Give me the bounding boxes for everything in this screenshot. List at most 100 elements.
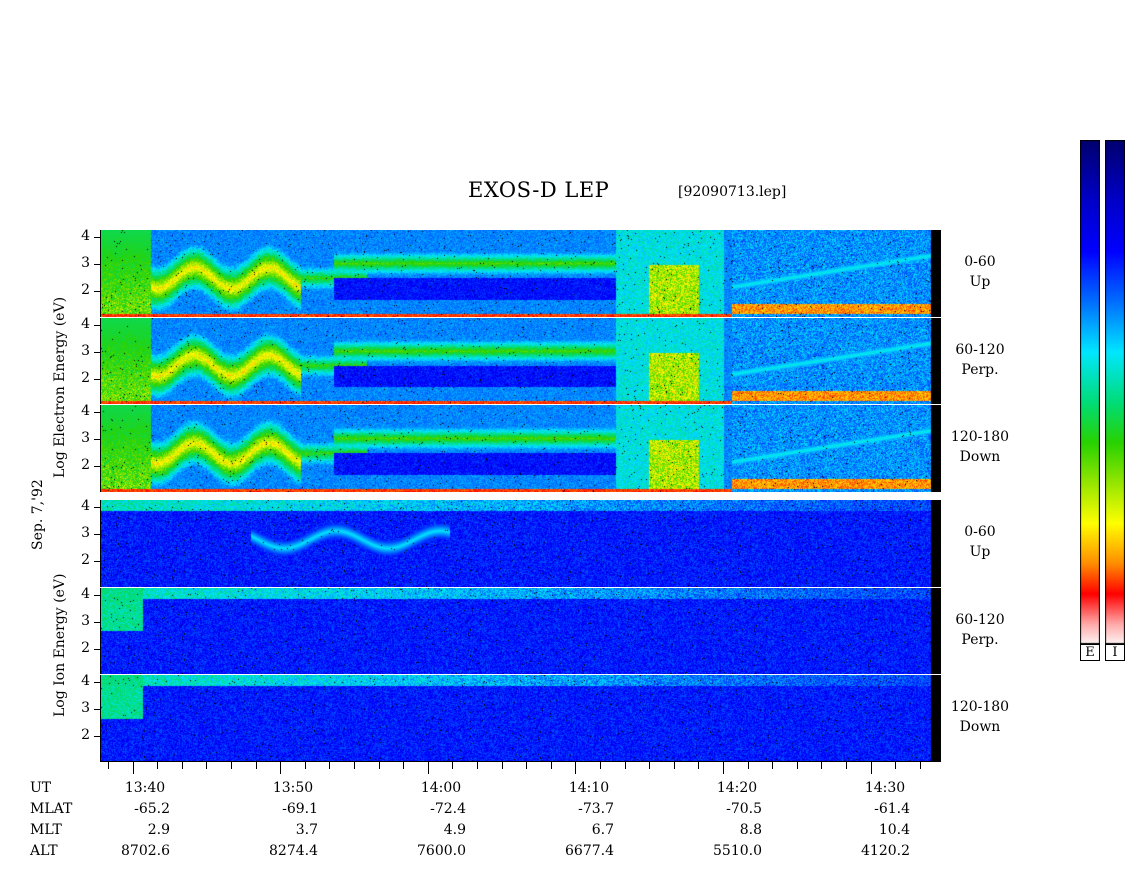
y-tick (94, 561, 100, 562)
y-tick-label: 3 (81, 343, 90, 359)
table-cell-mlat: -65.2 (134, 801, 170, 817)
y-tick-label: 4 (81, 498, 90, 514)
x-tick (600, 762, 601, 769)
panel-pitch-label: 0-60 Up (940, 252, 1020, 292)
table-cell-ut: 13:50 (272, 780, 314, 796)
x-tick (132, 762, 134, 774)
x-tick (575, 762, 577, 774)
y-tick (94, 264, 100, 265)
x-tick (280, 762, 282, 774)
y-tick-label: 4 (81, 316, 90, 332)
y-tick-label: 2 (81, 370, 90, 386)
chart-title: EXOS-D LEP (468, 178, 610, 202)
y-tick (94, 507, 100, 508)
x-axis-line (100, 761, 940, 762)
y-tick (94, 595, 100, 596)
y-axis-line (100, 588, 101, 674)
y-tick-label: 2 (81, 727, 90, 743)
y-tick (94, 412, 100, 413)
spectrogram-panel-electron-1 (101, 230, 941, 317)
x-tick (427, 762, 429, 774)
panel-pitch-label: 60-120 Perp. (940, 610, 1020, 650)
pitch-range: 60-120 (955, 612, 1005, 628)
x-tick (870, 762, 872, 774)
colorbar-ion-label: I (1105, 644, 1125, 661)
x-tick (821, 762, 823, 769)
y-tick (94, 622, 100, 623)
table-row-label: MLT (30, 822, 62, 838)
panel-pitch-label: 120-180 Down (940, 427, 1020, 467)
electron-axis-label: Log Electron Energy (eV) (52, 296, 68, 478)
y-tick-label: 3 (81, 430, 90, 446)
y-tick (94, 237, 100, 238)
x-tick (747, 762, 749, 769)
table-cell-alt: 7600.0 (417, 843, 466, 859)
y-tick-label: 4 (81, 673, 90, 689)
x-tick (452, 762, 454, 769)
pitch-direction: Up (969, 544, 991, 560)
table-row-label: ALT (30, 843, 58, 859)
table-cell-mlt: 10.4 (878, 822, 910, 838)
spectrogram-panel-ion-2 (101, 588, 941, 674)
table-cell-alt: 6677.4 (565, 843, 614, 859)
pitch-range: 120-180 (950, 699, 1010, 715)
x-tick (796, 762, 798, 769)
table-cell-ut: 14:20 (716, 780, 758, 796)
panel-pitch-label: 60-120 Perp. (940, 340, 1020, 380)
table-cell-mlat: -70.5 (726, 801, 762, 817)
table-cell-mlt: 4.9 (443, 822, 466, 838)
pitch-range: 60-120 (955, 342, 1005, 358)
x-tick (329, 762, 331, 769)
x-tick (673, 762, 675, 769)
x-tick (354, 762, 355, 769)
table-cell-ut: 13:40 (124, 780, 166, 796)
x-tick (550, 762, 552, 769)
table-cell-alt: 5510.0 (713, 843, 762, 859)
y-axis-line (100, 675, 101, 762)
y-axis-line (100, 318, 101, 404)
table-cell-mlat: -73.7 (578, 801, 614, 817)
x-tick (624, 762, 626, 769)
table-cell-ut: 14:10 (568, 780, 610, 796)
y-tick-label: 2 (81, 457, 90, 473)
pitch-direction: Down (959, 719, 1001, 735)
y-tick (94, 291, 100, 292)
y-axis-line (100, 500, 101, 587)
spectrogram-panel-ion-1 (101, 500, 941, 587)
y-tick-label: 3 (81, 525, 90, 541)
table-row-label: UT (30, 780, 52, 796)
spectrogram-panel-electron-2 (101, 318, 941, 404)
spectrogram-panel-ion-3 (101, 675, 941, 762)
y-tick-label: 2 (81, 640, 90, 656)
y-tick-label: 3 (81, 700, 90, 716)
colorbar-ion (1105, 140, 1125, 644)
x-tick (895, 762, 897, 769)
x-tick (723, 762, 724, 774)
x-tick (157, 762, 159, 769)
x-tick (206, 762, 208, 769)
x-tick (846, 762, 847, 769)
table-cell-mlt: 2.9 (147, 822, 170, 838)
x-tick (255, 762, 257, 769)
y-tick-label: 2 (81, 552, 90, 568)
x-tick (231, 762, 232, 769)
x-tick (108, 762, 109, 769)
y-tick (94, 649, 100, 650)
table-cell-mlat: -69.1 (282, 801, 318, 817)
y-tick-label: 3 (81, 255, 90, 271)
x-tick (698, 762, 700, 769)
table-cell-mlt: 6.7 (591, 822, 614, 838)
y-tick-label: 3 (81, 613, 90, 629)
x-tick (477, 762, 478, 769)
table-cell-ut: 14:00 (420, 780, 462, 796)
y-tick (94, 736, 100, 737)
file-name: [92090713.lep] (678, 184, 787, 200)
table-cell-ut: 14:30 (864, 780, 906, 796)
table-cell-alt: 8702.6 (121, 843, 170, 859)
y-tick (94, 379, 100, 380)
y-tick-label: 4 (81, 586, 90, 602)
x-tick (772, 762, 774, 769)
pitch-direction: Down (959, 449, 1001, 465)
table-cell-mlat: -61.4 (874, 801, 910, 817)
table-cell-alt: 8274.4 (269, 843, 318, 859)
